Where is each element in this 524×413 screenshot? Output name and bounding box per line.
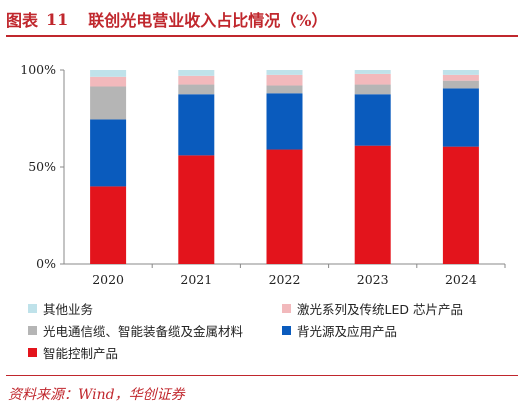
y-tick-label: 100% — [20, 62, 56, 77]
legend-swatch — [28, 326, 37, 335]
legend-item: 背光源及应用产品 — [282, 321, 397, 340]
bar-segment — [442, 70, 479, 75]
bar-segment — [266, 74, 303, 86]
legend-swatch — [28, 348, 37, 357]
bar-segment — [178, 84, 215, 95]
bar-segment — [90, 119, 127, 187]
chart-title: 联创光电营业收入占比情况（%） — [88, 11, 328, 30]
stacked-bar-chart: 0% 50% 100% 2020 2021 2022 2023 2024 — [20, 62, 506, 287]
bar-segment — [442, 88, 479, 147]
legend-label: 激光系列及传统LED 芯片产品 — [297, 302, 463, 317]
bar-segment — [354, 145, 391, 264]
x-tick-label: 2020 — [92, 272, 124, 287]
y-tick-label: 50% — [28, 159, 56, 174]
bar-segment — [178, 75, 215, 85]
legend-label: 背光源及应用产品 — [297, 324, 398, 339]
x-tick-label: 2021 — [180, 272, 212, 287]
bar-segment — [90, 86, 127, 120]
bar-segment — [354, 70, 391, 74]
bar-segment — [178, 70, 215, 76]
bar-segment — [354, 84, 391, 95]
figure-label: 图表 — [6, 11, 39, 30]
bar-segment — [442, 74, 479, 81]
bar-segment — [90, 186, 127, 264]
bar-segment — [266, 70, 303, 75]
legend-item: 激光系列及传统LED 芯片产品 — [282, 299, 463, 318]
bar-segment — [90, 70, 127, 77]
bar-segment — [266, 149, 303, 264]
bar-segment — [178, 94, 215, 156]
legend-label: 其他业务 — [43, 302, 94, 317]
legend-swatch — [28, 304, 37, 313]
legend-label: 光电通信缆、智能装备缆及金属材料 — [43, 324, 244, 339]
legend-item: 其他业务 — [28, 299, 93, 318]
x-tick-label: 2022 — [269, 272, 301, 287]
bar-segment — [266, 85, 303, 94]
legend-item: 光电通信缆、智能装备缆及金属材料 — [28, 321, 243, 340]
bar-segment — [354, 73, 391, 85]
legend-swatch — [282, 304, 291, 313]
x-tick-label: 2023 — [357, 272, 389, 287]
legend-label: 智能控制产品 — [43, 346, 119, 361]
bar-segment — [442, 146, 479, 264]
bar-segment — [442, 80, 479, 89]
bar-segment — [354, 94, 391, 146]
bar-segment — [90, 76, 127, 87]
figure-title-row: 图表 11 联创光电营业收入占比情况（%） — [6, 6, 518, 32]
legend-item: 智能控制产品 — [28, 343, 118, 362]
bar-segment — [266, 93, 303, 150]
source-divider — [6, 375, 518, 376]
bar-segment — [178, 155, 215, 264]
source-note: 资料来源：Wind，华创证券 — [8, 387, 185, 403]
figure-number: 11 — [46, 9, 69, 29]
x-tick-label: 2024 — [445, 272, 477, 287]
legend-swatch — [282, 326, 291, 335]
y-tick-label: 0% — [36, 256, 56, 271]
title-divider — [6, 35, 518, 37]
